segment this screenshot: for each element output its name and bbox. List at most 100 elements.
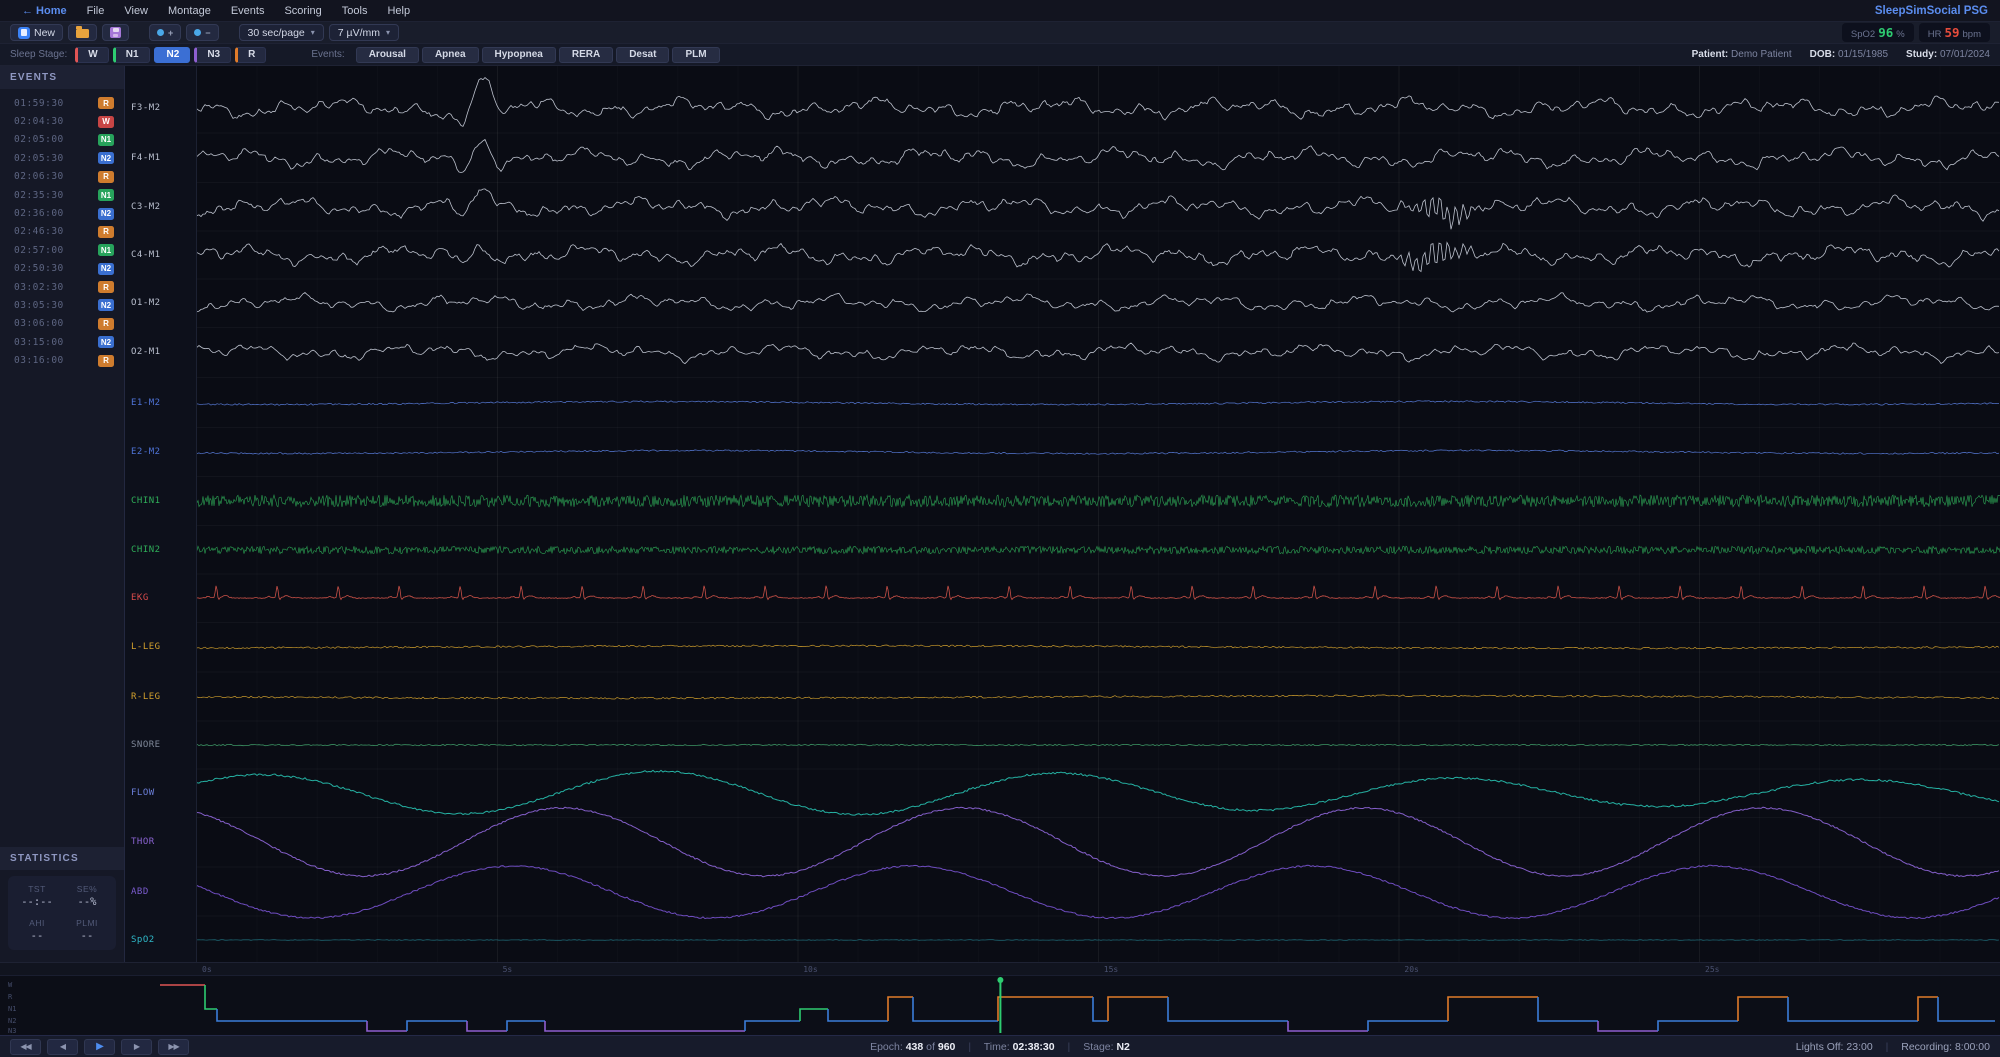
prev-epoch-button[interactable]: ◀ — [47, 1038, 78, 1055]
separator: | — [1067, 1040, 1071, 1053]
hr-value: 59 — [1944, 25, 1960, 40]
channel-label-e2-m2[interactable]: E2-M2 — [131, 447, 161, 457]
channel-label-chin1[interactable]: CHIN1 — [131, 496, 161, 506]
hypnogram-segment — [827, 1009, 888, 1022]
minus-icon: − — [205, 27, 211, 38]
event-row[interactable]: 02:36:00 N2 — [0, 204, 124, 222]
event-time: 02:50:30 — [14, 263, 64, 275]
epoch-label: Epoch: — [870, 1040, 903, 1053]
stage-value: N2 — [1116, 1040, 1130, 1053]
waveform-r-leg — [197, 694, 2000, 700]
gain-decrease-button[interactable]: − — [186, 24, 219, 41]
play-button[interactable]: ▶ — [84, 1038, 115, 1055]
channel-label-spo2[interactable]: SpO2 — [131, 935, 155, 945]
channel-label-c3-m2[interactable]: C3-M2 — [131, 202, 161, 212]
channel-label-r-leg[interactable]: R-LEG — [131, 692, 161, 702]
event-row[interactable]: 02:04:30 W — [0, 112, 124, 130]
spo2-value: 96 — [1878, 25, 1894, 40]
waveform-spo2 — [197, 939, 2000, 941]
channel-label-f4-m1[interactable]: F4-M1 — [131, 153, 161, 163]
event-button-rera[interactable]: RERA — [558, 46, 614, 63]
event-button-arousal[interactable]: Arousal — [355, 46, 419, 63]
event-time: 02:05:30 — [14, 152, 64, 164]
event-row[interactable]: 02:57:00 N1 — [0, 241, 124, 259]
event-row[interactable]: 03:02:30 R — [0, 278, 124, 296]
event-row[interactable]: 01:59:30 R — [0, 94, 124, 112]
event-button-apnea[interactable]: Apnea — [421, 46, 479, 63]
stage-button-r[interactable]: R — [235, 46, 267, 63]
electrode-icon — [194, 29, 202, 36]
channel-label-o2-m1[interactable]: O2-M1 — [131, 347, 161, 357]
timeline: 0s 5s 10s 15s 20s 25s W R N1 N2 N3 — [0, 962, 2000, 1035]
menu-item-events[interactable]: Events — [230, 4, 265, 17]
menu-item-montage[interactable]: Montage — [168, 4, 211, 17]
new-button[interactable]: New — [10, 24, 64, 41]
sensitivity-value: 7 µV/mm — [337, 26, 381, 39]
hypnogram-cursor-handle[interactable] — [997, 977, 1004, 983]
channel-label-c4-m1[interactable]: C4-M1 — [131, 250, 161, 260]
event-row[interactable]: 02:06:30 R — [0, 168, 124, 186]
gain-increase-button[interactable]: + — [149, 24, 182, 41]
stage-badge: W — [98, 115, 114, 128]
channel-label-o1-m2[interactable]: O1-M2 — [131, 298, 161, 308]
menu-item-tools[interactable]: Tools — [341, 4, 368, 17]
hypnogram-plot[interactable] — [0, 976, 2000, 1035]
sensitivity-select[interactable]: 7 µV/mm ▾ — [328, 24, 400, 41]
channel-label-ekg[interactable]: EKG — [131, 593, 149, 603]
next-epoch-button[interactable]: ▶ — [121, 1038, 152, 1055]
channel-label-f3-m2[interactable]: F3-M2 — [131, 103, 161, 113]
menu-item-file[interactable]: File — [86, 4, 105, 17]
statusbar: ◀◀ ◀ ▶ ▶ ▶▶ Epoch: 438 of 960 | Time: 02:38:… — [0, 1035, 2000, 1057]
hypnogram-segment — [887, 996, 913, 1021]
epoch-value: 438 — [905, 1040, 924, 1053]
event-row[interactable]: 03:05:30 N2 — [0, 296, 124, 314]
hr-label: HR — [1927, 29, 1942, 40]
menu-item-home[interactable]: ← Home — [22, 4, 67, 17]
channel-label-chin2[interactable]: CHIN2 — [131, 545, 161, 555]
stage-button-n2[interactable]: N2 — [153, 46, 191, 63]
event-row[interactable]: 03:06:00 R — [0, 315, 124, 333]
stage-button-n1[interactable]: N1 — [112, 46, 150, 63]
channel-label-abd[interactable]: ABD — [131, 887, 149, 897]
event-row[interactable]: 02:35:30 N1 — [0, 186, 124, 204]
hypnogram[interactable]: W R N1 N2 N3 — [0, 976, 2000, 1035]
channel-label-e1-m2[interactable]: E1-M2 — [131, 398, 161, 408]
event-button-plm[interactable]: PLM — [672, 46, 720, 63]
hypnogram-segment — [912, 997, 998, 1022]
menu-item-scoring[interactable]: Scoring — [284, 4, 322, 17]
event-row[interactable]: 02:05:30 N2 — [0, 149, 124, 167]
event-row[interactable]: 02:50:30 N2 — [0, 260, 124, 278]
channel-label-snore[interactable]: SNORE — [131, 740, 161, 750]
trace-area[interactable] — [197, 66, 2000, 962]
jump-end-button[interactable]: ▶▶ — [158, 1038, 189, 1055]
save-button[interactable] — [102, 24, 130, 41]
channel-label-l-leg[interactable]: L-LEG — [131, 642, 161, 652]
hypnogram-axis-label-n2: N2 — [8, 1017, 17, 1025]
spo2-badge: SpO2 96 % — [1841, 23, 1914, 42]
hypnogram-segment — [204, 985, 217, 1010]
channel-label-thor[interactable]: THOR — [131, 837, 155, 847]
waveform-o2-m1 — [197, 342, 2000, 365]
open-button[interactable] — [68, 24, 98, 41]
event-row[interactable]: 03:15:00 N2 — [0, 333, 124, 351]
stage-button-n3[interactable]: N3 — [194, 46, 232, 63]
event-button-desat[interactable]: Desat — [616, 46, 670, 63]
event-time: 03:06:00 — [14, 318, 64, 330]
hypnogram-axis-label-n3: N3 — [8, 1027, 17, 1035]
event-row[interactable]: 02:05:00 N1 — [0, 131, 124, 149]
stage-button-w[interactable]: W — [75, 46, 109, 63]
event-row[interactable]: 02:46:30 R — [0, 223, 124, 241]
event-row[interactable]: 03:16:00 R — [0, 351, 124, 369]
event-time: 03:16:00 — [14, 355, 64, 367]
menu-item-help[interactable]: Help — [387, 4, 411, 17]
event-button-hypopnea[interactable]: Hypopnea — [481, 46, 556, 63]
page-duration-select[interactable]: 30 sec/page ▾ — [238, 24, 324, 41]
hypnogram-segment — [799, 1008, 828, 1021]
waveform-chin1 — [197, 493, 2000, 509]
folder-icon — [76, 26, 90, 38]
waveform-e2-m2 — [197, 449, 2000, 455]
channel-label-flow[interactable]: FLOW — [131, 788, 155, 798]
jump-start-button[interactable]: ◀◀ — [10, 1038, 41, 1055]
hypnogram-segment — [1737, 996, 1788, 1021]
menu-item-view[interactable]: View — [124, 4, 149, 17]
